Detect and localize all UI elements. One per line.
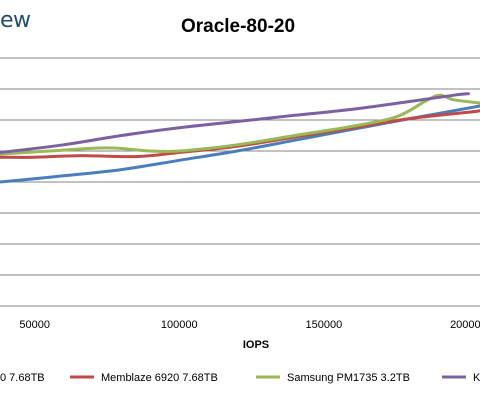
series-lines bbox=[0, 92, 480, 184]
series-line bbox=[0, 93, 480, 156]
series-line bbox=[0, 92, 470, 154]
x-axis-title: IOPS bbox=[243, 339, 269, 351]
x-tick-label: 50000 bbox=[19, 319, 50, 331]
legend-label: Memblaze 6920 7.68TB bbox=[101, 372, 218, 384]
gridlines bbox=[0, 57, 480, 276]
legend: 0 7.68TB Memblaze 6920 7.68TB Samsung PM17… bbox=[0, 372, 480, 384]
x-tick-label: 150000 bbox=[305, 319, 342, 331]
chart-title: Oracle-80-20 bbox=[181, 16, 295, 37]
x-tick-label: 200000 bbox=[450, 319, 480, 331]
legend-label: 0 7.68TB bbox=[0, 372, 45, 384]
legend-label: Ki bbox=[473, 372, 480, 384]
x-tick-labels: 50000 100000 150000 200000 bbox=[19, 319, 480, 331]
legend-label: Samsung PM1735 3.2TB bbox=[287, 372, 410, 384]
logo-text: ew bbox=[0, 8, 31, 33]
x-tick-label: 100000 bbox=[161, 319, 198, 331]
